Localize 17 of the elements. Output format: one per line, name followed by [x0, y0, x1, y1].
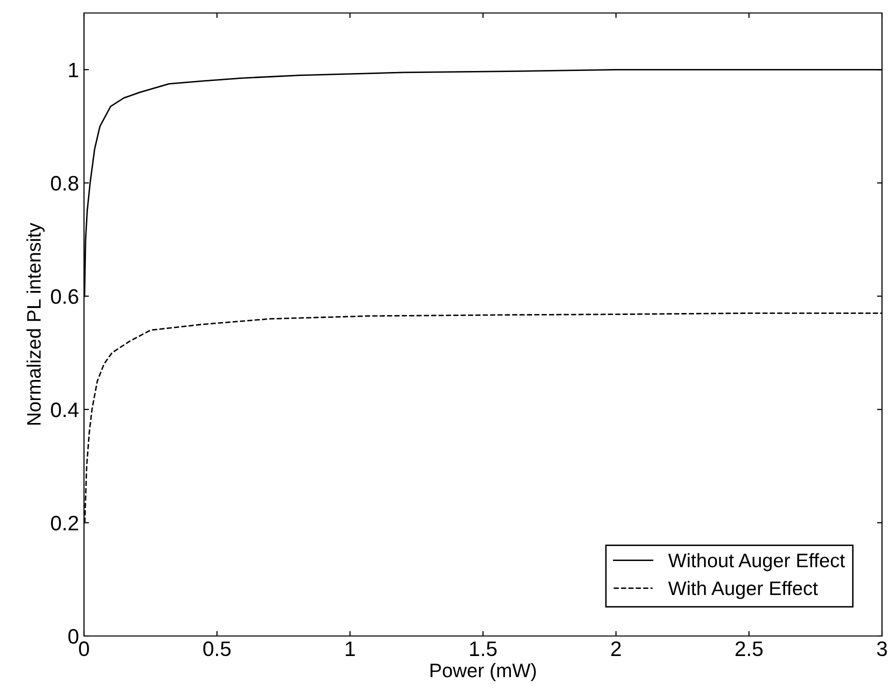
y-tick-label: 1 — [69, 62, 78, 78]
x-tick-label: 1 — [346, 642, 355, 656]
x-tick-label: 1.5 — [470, 642, 497, 656]
x-tick-label: 0.5 — [203, 641, 231, 656]
y-tick-label: 0.4 — [50, 402, 79, 418]
x-tick-label: 3 — [877, 641, 887, 656]
y-tick-label: 0 — [68, 629, 78, 644]
y-axis-title: Normalized PL intensity — [26, 222, 45, 425]
legend-label: With Auger Effect — [668, 580, 818, 600]
y-tick-label: 0.6 — [50, 289, 78, 304]
x-axis-title: Power (mW) — [430, 663, 536, 682]
x-tick-label: 2 — [611, 641, 621, 656]
legend-label: Without Auger Effect — [668, 553, 845, 572]
y-tick-label: 0.8 — [50, 176, 78, 191]
y-tick-label: 0.2 — [50, 516, 78, 530]
x-tick-label: 2.5 — [736, 641, 763, 656]
x-tick-label: 0 — [79, 641, 89, 656]
